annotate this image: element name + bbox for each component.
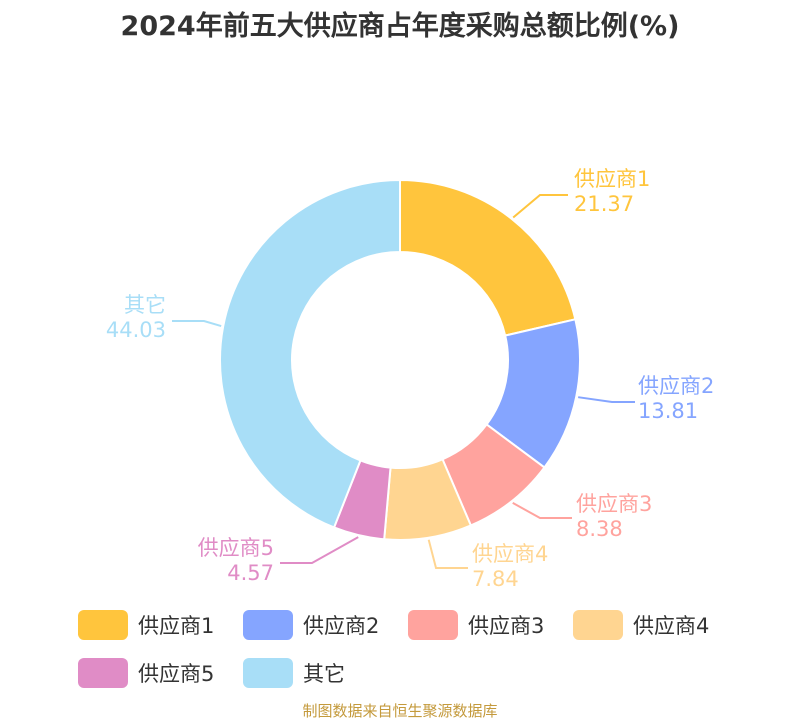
legend-item-5[interactable]: 供应商5 xyxy=(78,658,243,688)
slice-value-3: 8.38 xyxy=(576,517,623,541)
slice-label-3: 供应商3 xyxy=(576,492,652,516)
slice-label-6: 其它 xyxy=(124,293,166,317)
legend-item-3[interactable]: 供应商3 xyxy=(408,610,573,640)
legend-swatch-4 xyxy=(573,610,623,640)
legend-label-2: 供应商2 xyxy=(303,614,380,638)
legend-item-4[interactable]: 供应商4 xyxy=(573,610,738,640)
source-note: 制图数据来自恒生聚源数据库 xyxy=(302,702,498,720)
leader-line-3 xyxy=(512,502,572,519)
slice-value-1: 21.37 xyxy=(574,192,634,216)
legend-label-4: 供应商4 xyxy=(633,614,710,638)
slice-value-4: 7.84 xyxy=(472,567,519,591)
slice-label-2: 供应商2 xyxy=(638,374,714,398)
slices-group xyxy=(219,178,581,541)
slice-value-2: 13.81 xyxy=(638,399,698,423)
legend-label-3: 供应商3 xyxy=(468,614,545,638)
leader-line-2 xyxy=(578,396,635,403)
legend-swatch-6 xyxy=(243,658,293,688)
legend: 供应商1 供应商2 供应商3 供应商4 供应商5 其它 xyxy=(78,610,758,688)
legend-item-2[interactable]: 供应商2 xyxy=(243,610,408,640)
slice-1[interactable] xyxy=(399,178,577,337)
slice-6[interactable] xyxy=(219,178,401,529)
slice-label-4: 供应商4 xyxy=(472,542,548,566)
legend-item-1[interactable]: 供应商1 xyxy=(78,610,243,640)
legend-swatch-3 xyxy=(408,610,458,640)
slice-label-5: 供应商5 xyxy=(198,536,274,560)
legend-swatch-2 xyxy=(243,610,293,640)
leader-line-4 xyxy=(427,539,468,569)
legend-label-6: 其它 xyxy=(303,662,345,686)
legend-swatch-5 xyxy=(78,658,128,688)
leader-line-6 xyxy=(172,320,222,328)
slice-value-6: 44.03 xyxy=(106,318,166,342)
chart-title: 2024年前五大供应商占年度采购总额比例(%) xyxy=(120,11,680,42)
slice-value-5: 4.57 xyxy=(227,561,274,585)
leader-line-1 xyxy=(512,194,568,219)
leader-line-5 xyxy=(280,536,359,564)
legend-item-6[interactable]: 其它 xyxy=(243,658,408,688)
legend-label-1: 供应商1 xyxy=(138,614,215,638)
legend-label-5: 供应商5 xyxy=(138,662,215,686)
slice-label-1: 供应商1 xyxy=(574,167,650,191)
legend-swatch-1 xyxy=(78,610,128,640)
